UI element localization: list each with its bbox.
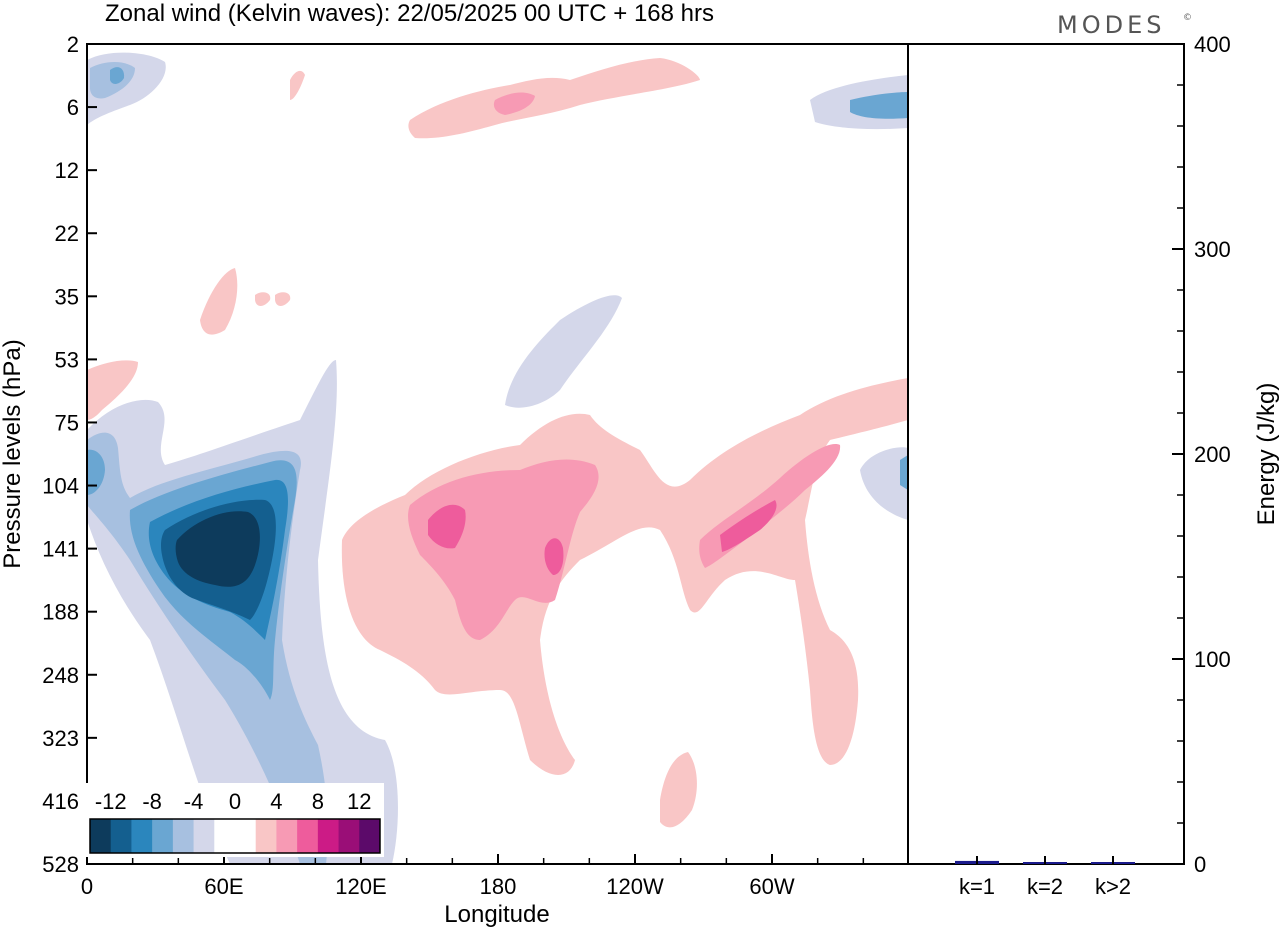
energy-tick-label: 300	[1194, 237, 1231, 262]
x-tick-label: 120W	[606, 874, 664, 899]
colorbar-label: -12	[95, 789, 127, 814]
energy-tick-label: 0	[1194, 852, 1206, 877]
x-axis-title: Longitude	[444, 901, 549, 928]
colorbar-label: 4	[270, 789, 282, 814]
modes-logo-mark: ©	[1183, 13, 1192, 23]
colorbar-swatch	[90, 819, 112, 853]
energy-tick-label: 400	[1194, 32, 1231, 57]
y-axis-ticks: 2 6 12 22 35 53 75 104 141 188 248 323 416 528	[42, 32, 97, 877]
y-tick-label: 53	[55, 347, 79, 372]
pos-contour-l1	[341, 378, 908, 775]
colorbar-swatch	[131, 819, 153, 853]
colorbar-label: -4	[184, 789, 204, 814]
energy-axis-title: Energy (J/kg)	[1253, 383, 1280, 526]
y-axis-title: Pressure levels (hPa)	[0, 339, 26, 568]
y-tick-label: 104	[42, 474, 79, 499]
y-tick-label: 416	[42, 789, 79, 814]
colorbar-label: 8	[312, 789, 324, 814]
colorbar-swatch	[317, 819, 340, 853]
x-axis-ticks: 0 60E 120E 180 120W 60W	[81, 854, 865, 899]
y-tick-label: 35	[55, 284, 79, 309]
y-tick-label: 2	[67, 32, 79, 57]
neg-east-edge	[810, 75, 908, 520]
neg-upper-left-core	[110, 67, 125, 84]
pos-upper-band	[408, 58, 700, 139]
colorbar-swatch	[359, 819, 381, 853]
colorbar-swatch	[338, 819, 360, 853]
colorbar-swatch	[235, 819, 257, 853]
y-tick-label: 141	[42, 537, 79, 562]
neg-upper-left	[87, 52, 622, 408]
y-tick-label: 248	[42, 663, 79, 688]
y-tick-label: 75	[55, 410, 79, 435]
colorbar-label: 12	[347, 789, 371, 814]
colorbar-swatch	[193, 819, 215, 853]
x-tick-label: 0	[81, 874, 93, 899]
neg-contour-l6	[175, 511, 260, 587]
colorbar-swatch	[297, 819, 319, 853]
colorbar-swatch	[214, 819, 236, 853]
y-tick-label: 528	[42, 852, 79, 877]
pos-upper-band-inner	[493, 92, 535, 115]
energy-tick-label: 200	[1194, 442, 1231, 467]
bar-category-label: k>2	[1095, 874, 1131, 899]
colorbar-swatch	[152, 819, 174, 853]
pos-contour-l2	[408, 444, 841, 640]
colorbar: -12 -8 -4 0 4 8 12	[86, 783, 384, 857]
energy-axis-ticks: 0 100 200 300 400	[1172, 32, 1231, 877]
colorbar-frame	[89, 818, 381, 854]
x-tick-label: 180	[480, 874, 517, 899]
x-tick-label: 60E	[204, 874, 243, 899]
y-tick-label: 323	[42, 726, 79, 751]
x-tick-label: 120E	[335, 874, 386, 899]
modes-logo: MODES	[1057, 11, 1165, 39]
y-tick-label: 188	[42, 600, 79, 625]
bar-category-label: k=1	[959, 874, 995, 899]
y-tick-label: 22	[55, 221, 79, 246]
contour-map	[87, 52, 908, 864]
bar-frame	[907, 43, 1185, 865]
bar-category-label: k=2	[1027, 874, 1063, 899]
colorbar-swatch	[172, 819, 195, 853]
energy-bars: k=1 k=2 k>2	[955, 856, 1135, 899]
colorbar-label: 0	[229, 789, 241, 814]
colorbar-swatch	[276, 819, 298, 853]
chart-title: Zonal wind (Kelvin waves): 22/05/2025 00…	[105, 0, 714, 27]
x-tick-label: 60W	[749, 874, 794, 899]
y-tick-label: 6	[67, 95, 79, 120]
energy-tick-label: 100	[1194, 647, 1231, 672]
colorbar-label: -8	[142, 789, 162, 814]
y-tick-label: 12	[55, 158, 79, 183]
colorbar-swatch	[110, 819, 132, 853]
colorbar-swatch	[255, 819, 277, 853]
